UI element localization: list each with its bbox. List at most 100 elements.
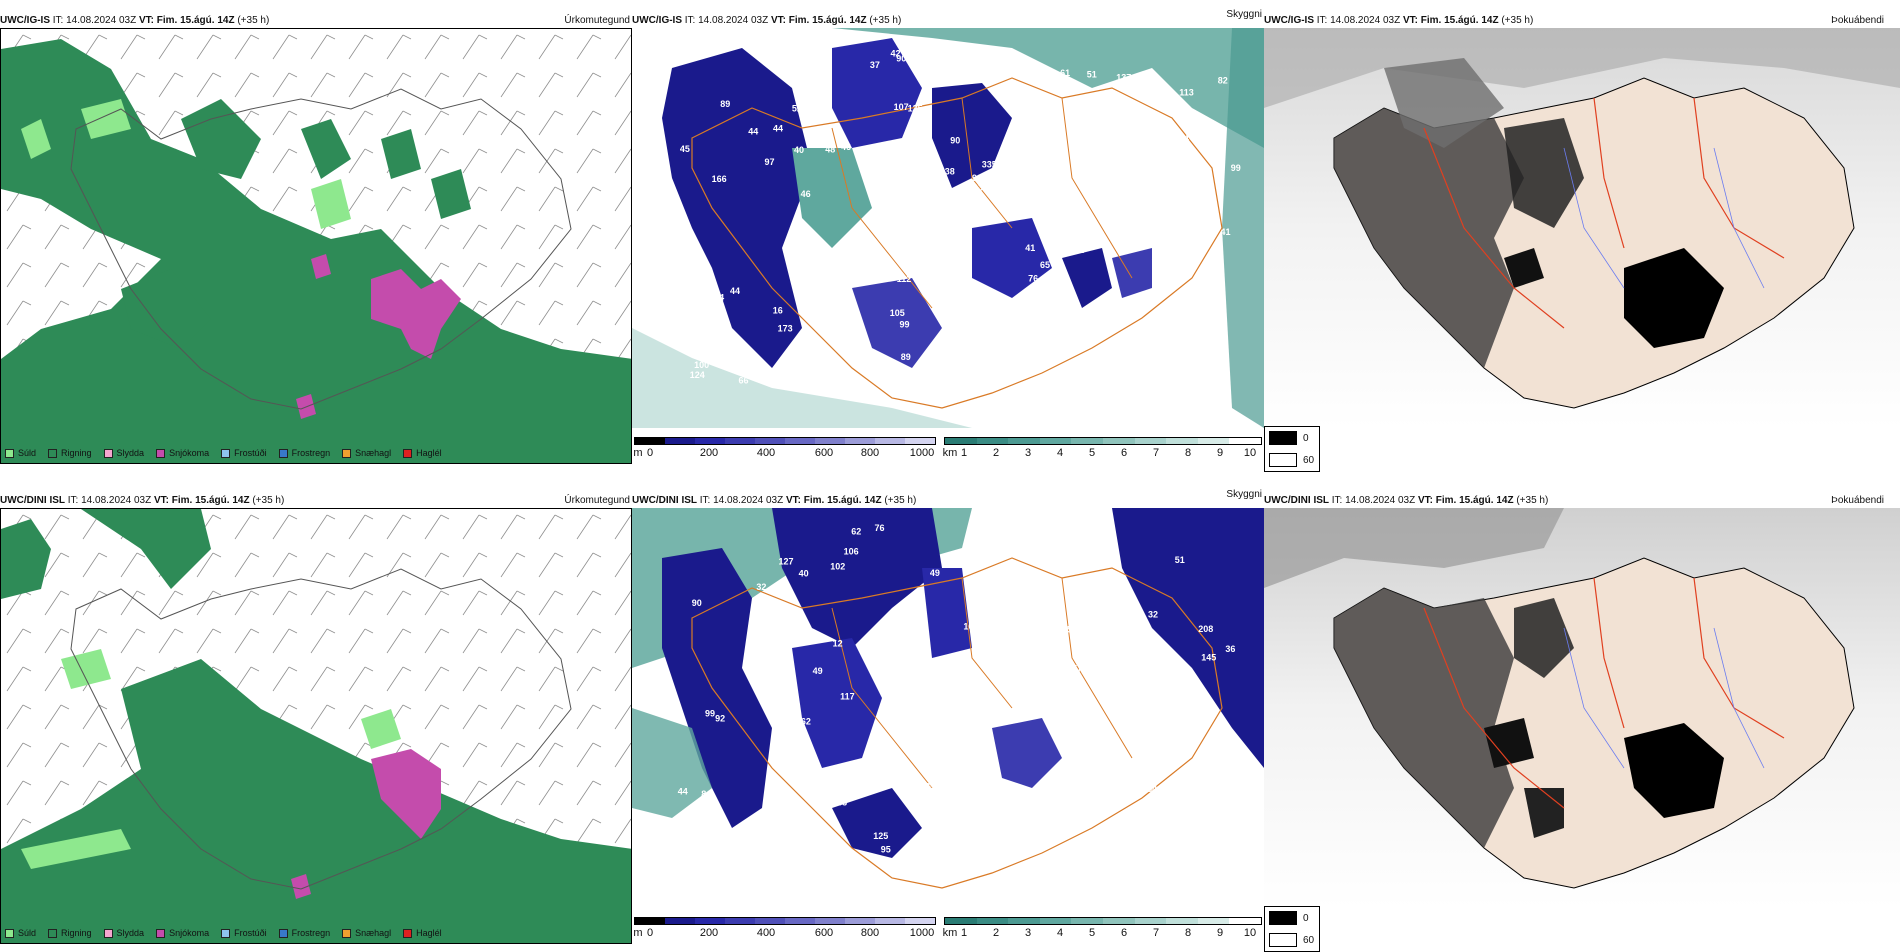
vt-value: Fim. 15.ágú. 14Z (788, 15, 867, 26)
visibility-value-label: 59 (1114, 667, 1124, 677)
visibility-value-label: 92 (715, 713, 725, 723)
visibility-value-label: 16 (773, 305, 783, 315)
visibility-value-label: 107 (894, 102, 909, 112)
model-name: UWC/IG-IS (632, 15, 682, 26)
legend-label: Snjókoma (169, 448, 210, 458)
legend-swatch (48, 928, 58, 938)
colorbar-segment (905, 438, 935, 444)
it-label: IT: (684, 15, 696, 26)
legend-swatch (278, 928, 288, 938)
colorbar-unit: km (942, 927, 958, 939)
visibility-value-label: 35 (1089, 735, 1099, 745)
visibility-value-label: 44 (714, 293, 724, 303)
legend-swatch (403, 928, 413, 938)
visibility-value-label: 45 (680, 144, 690, 154)
visibility-value-label: 166 (712, 174, 727, 184)
colorbar-tick: 2 (992, 447, 1000, 459)
colorbar-segment (785, 918, 815, 924)
colorbar-segment (1008, 918, 1040, 924)
colorbar-segment (845, 918, 875, 924)
legend-item: Rigning (48, 448, 92, 458)
visibility-value-label: 30 (1108, 630, 1118, 640)
visibility-value-label: 56 (945, 305, 955, 315)
visibility-value-label: 173 (778, 324, 793, 334)
colorbar-tick: 200 (699, 927, 719, 939)
visibility-value-label: 46 (912, 164, 922, 174)
visibility-value-label: 46 (1168, 741, 1178, 751)
vt-label: VT: (785, 495, 801, 506)
visibility-value-label: 103 (963, 622, 978, 632)
visibility-map[interactable]: 174 166 113 110 129 102 107 90 44 46 185 173 135 335 4… (632, 28, 1264, 428)
colorbar-tick: 1 (960, 927, 968, 939)
visibility-value-label: 44 (687, 323, 697, 333)
legend-item: Haglél (403, 448, 442, 458)
colorbar-tick: 8 (1184, 447, 1192, 459)
visibility-value-label: 51 (923, 262, 933, 272)
visibility-value-label: 100 (694, 360, 709, 370)
visibility-value-label: 84 (701, 789, 711, 799)
colorbar-tick: 10 (1243, 927, 1257, 939)
visibility-value-labels: 1741661131101291021079044461851731353354… (680, 41, 1241, 386)
colorbar-tick: 6 (1120, 447, 1128, 459)
legend-item: Frostregn (278, 448, 330, 458)
visibility-value-label: 61 (1060, 68, 1070, 78)
visibility-value-label: 41 (1025, 243, 1035, 253)
colorbar-unit: m (633, 927, 643, 939)
colorbar-ticks: km 1 2 3 4 5 6 7 8 9 10 (942, 927, 1262, 941)
legend-swatch (48, 448, 58, 458)
visibility-map[interactable]: 284 208 201 103 93 106 144 153 51 57 145 90 96 95 84 32… (632, 508, 1264, 908)
colorbar-ticks: m 0 200 400 600 800 1000 (633, 447, 936, 461)
visibility-value-label: 88 (999, 540, 1009, 550)
fog-map[interactable] (1264, 508, 1900, 908)
legend-swatch (1269, 911, 1297, 925)
legend-swatch (5, 448, 14, 458)
visibility-value-label: 39 (1197, 751, 1207, 761)
lead-time: (+35 h) (252, 495, 285, 506)
row2-fog-panel: UWC/DINI ISL IT: 14.08.2024 03Z VT: Fim.… (1264, 494, 1900, 952)
visibility-value-label: 42 (965, 789, 975, 799)
visibility-value-label: 271 (1083, 770, 1098, 780)
colorbar-segment (905, 918, 935, 924)
visibility-value-label: 45 (1046, 240, 1056, 250)
parameter-title: Þokuábendi (1831, 495, 1884, 506)
parameter-title: Úrkomutegund (564, 495, 630, 506)
visibility-value-label: 32 (1148, 610, 1158, 620)
cloud-base-colorbar: m 0 200 400 600 800 1000 (633, 437, 936, 461)
legend-label: Haglél (416, 928, 442, 938)
visibility-value-label: 45 (786, 796, 796, 806)
colorbar-tick: 5 (1088, 927, 1096, 939)
row1-visibility-panel: UWC/IG-IS IT: 14.08.2024 03Z VT: Fim. 15… (632, 9, 1264, 464)
colorbar-segment (695, 918, 725, 924)
fog-legend: 0 60 (1264, 426, 1320, 472)
visibility-value-label: 57 (1072, 663, 1082, 673)
it-label: IT: (1316, 15, 1328, 26)
visibility-colorbar: km 1 2 3 4 5 6 7 8 9 10 (943, 437, 1262, 461)
parameter-title: Skyggni (1226, 9, 1262, 20)
visibility-value-label: 51 (1087, 70, 1097, 80)
visibility-value-label: 36 (921, 41, 931, 51)
visibility-value-label: 37 (870, 60, 880, 70)
visibility-value-label: 145 (1201, 653, 1216, 663)
colorbar-segment (1166, 438, 1198, 444)
colorbar-tick: 800 (860, 927, 880, 939)
visibility-value-label: 102 (830, 561, 845, 571)
colorbar-tick: 5 (1088, 447, 1096, 459)
legend-label: Súld (18, 448, 37, 458)
colorbar-tick: 7 (1152, 447, 1160, 459)
colorbar-segment (875, 438, 905, 444)
visibility-map-graphic: 284 208 201 103 93 106 144 153 51 57 145 90 96 95 84 32… (632, 508, 1264, 908)
visibility-value-label: 85 (1051, 855, 1061, 865)
colorbar-segment (725, 438, 755, 444)
colorbar-tick: 4 (1056, 447, 1064, 459)
visibility-value-label: 45 (690, 46, 700, 56)
colorbar-segment (725, 918, 755, 924)
visibility-value-label: 99 (900, 320, 910, 330)
precip-type-map[interactable]: Súld Rigning Slydda Snjókoma Frostúði Fr… (0, 28, 632, 464)
visibility-value-label: 52 (792, 104, 802, 114)
precip-type-map[interactable]: Súld Rigning Slydda Snjókoma Frostúði Fr… (0, 508, 632, 944)
legend-swatch (403, 448, 413, 458)
fog-map[interactable] (1264, 28, 1900, 428)
colorbar-segment (665, 918, 695, 924)
legend-label: Frostúði (234, 928, 267, 938)
visibility-value-label: 36 (1208, 145, 1218, 155)
